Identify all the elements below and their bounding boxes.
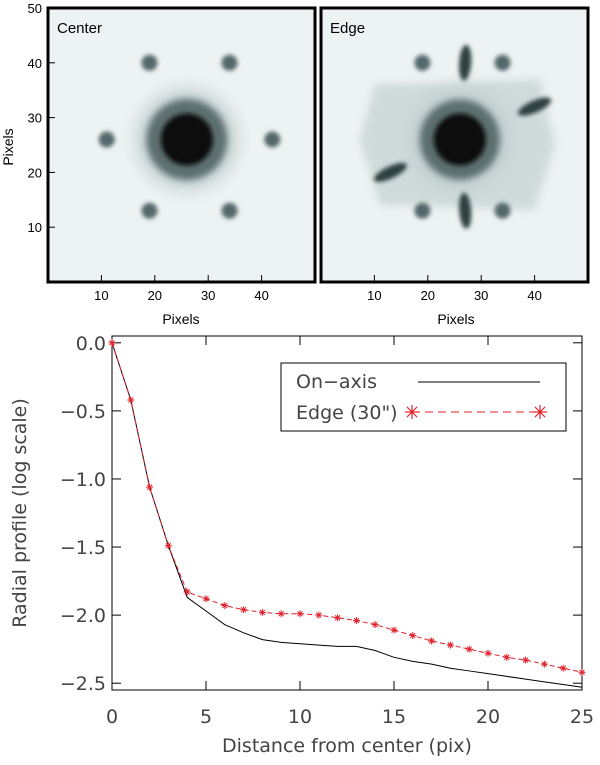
center-diffraction-spot	[98, 131, 115, 148]
center-diffraction-spot	[141, 202, 158, 219]
center-heatmap-frame	[46, 6, 317, 284]
radial-profile-y-label: Radial profile (log scale)	[9, 398, 31, 628]
center-x-tick-label: 40	[254, 288, 268, 303]
radial-profile-axis-ticks: 0 5 10 15 20 25 0.0 −0.5 −1.0 −1.5 −2.0 −2.5	[60, 333, 594, 728]
edge-heatmap-features	[359, 44, 555, 229]
edge-heatmap-x-ticks: 10 20 30 40	[367, 275, 542, 303]
edge-heatmap-title: Edge	[330, 20, 365, 37]
y-tick-label: −1.0	[60, 469, 106, 491]
radial-profile-x-label: Distance from center (pix)	[222, 735, 472, 757]
edge-heatmap-panel: Edge 10 20 30 40 Pixels	[319, 6, 590, 327]
edge-data-point	[352, 617, 360, 625]
series-line-on-axis	[111, 342, 583, 688]
edge-data-point	[240, 606, 248, 614]
edge-data-point	[540, 660, 548, 668]
legend: On−axis Edge (30")	[280, 362, 567, 432]
edge-data-point	[164, 542, 172, 550]
edge-data-point	[465, 645, 473, 653]
center-heatmap-x-ticks: 10 20 30 40	[94, 275, 269, 303]
edge-data-point	[108, 339, 116, 347]
edge-data-point	[202, 595, 210, 603]
center-heatmap-features	[98, 54, 281, 219]
radial-profile-series	[108, 339, 586, 688]
radial-profile-chart: 0 5 10 15 20 25 0.0 −0.5 −1.0 −1.5 −2.0 −2.5 Distan…	[9, 333, 594, 757]
edge-data-point	[503, 653, 511, 661]
edge-x-tick-label: 10	[367, 288, 381, 303]
edge-diffraction-spot	[494, 54, 511, 71]
center-heatmap-y-ticks: 10 20 30 40 50	[28, 1, 55, 235]
edge-data-point	[258, 608, 266, 616]
legend-marker-edge-left	[405, 405, 419, 419]
edge-heatmap-frame	[319, 6, 590, 284]
y-tick-label: −2.5	[60, 673, 106, 695]
edge-x-tick-label: 20	[421, 288, 435, 303]
edge-x-tick-label: 30	[474, 288, 488, 303]
center-x-tick-label: 30	[201, 288, 215, 303]
center-x-tick-label: 20	[148, 288, 162, 303]
center-diffraction-spot	[141, 54, 158, 71]
edge-x-tick-label: 40	[527, 288, 541, 303]
center-y-tick-label: 10	[28, 220, 42, 235]
edge-heatmap-x-label: Pixels	[437, 311, 474, 327]
legend-label-on-axis: On−axis	[296, 371, 377, 393]
center-diffraction-spot	[221, 54, 238, 71]
x-tick-label: 0	[106, 706, 118, 728]
edge-data-point	[409, 632, 417, 640]
edge-data-point	[146, 483, 154, 491]
edge-data-point	[315, 611, 323, 619]
center-heatmap-y-label: Pixels	[0, 128, 16, 165]
series-line-edge	[111, 342, 583, 673]
center-core	[160, 113, 213, 166]
center-y-tick-label: 30	[28, 111, 42, 126]
center-heatmap-panel: Center 10 20 30 40 50 10 20 30 40 Pixels Pixels	[0, 1, 317, 327]
center-diffraction-spot	[221, 202, 238, 219]
x-tick-label: 5	[200, 706, 212, 728]
center-y-tick-label: 40	[28, 56, 42, 71]
edge-diffraction-spot	[414, 54, 431, 71]
edge-data-point	[127, 396, 135, 404]
y-tick-label: −0.5	[60, 401, 106, 423]
edge-diffraction-spot	[414, 202, 431, 219]
edge-data-point	[371, 621, 379, 629]
edge-data-point	[334, 614, 342, 622]
center-diffraction-spot	[264, 131, 281, 148]
edge-data-point	[183, 588, 191, 596]
x-tick-label: 25	[570, 706, 594, 728]
center-heatmap-title: Center	[57, 20, 102, 37]
center-y-tick-label: 50	[28, 1, 42, 16]
x-tick-label: 20	[476, 706, 500, 728]
y-tick-label: −1.5	[60, 537, 106, 559]
legend-box	[280, 362, 567, 432]
edge-data-point	[296, 610, 304, 618]
edge-data-point	[390, 626, 398, 634]
y-tick-label: 0.0	[76, 333, 106, 355]
edge-data-point	[277, 610, 285, 618]
edge-data-point	[484, 649, 492, 657]
edge-data-point	[578, 668, 586, 676]
center-y-tick-label: 20	[28, 165, 42, 180]
edge-diffraction-streak	[459, 44, 472, 81]
x-tick-label: 15	[382, 706, 406, 728]
y-tick-label: −2.0	[60, 605, 106, 627]
edge-diffraction-streak	[373, 162, 407, 182]
center-x-tick-label: 10	[94, 288, 108, 303]
edge-data-point	[428, 637, 436, 645]
edge-data-point	[522, 656, 530, 664]
edge-data-point	[446, 641, 454, 649]
edge-data-point	[221, 602, 229, 610]
x-tick-label: 10	[288, 706, 312, 728]
legend-marker-edge-right	[533, 405, 547, 419]
edge-diffraction-spot	[494, 202, 511, 219]
legend-label-edge: Edge (30")	[296, 402, 398, 424]
edge-diffraction-streak	[517, 97, 552, 116]
center-heatmap-x-label: Pixels	[162, 311, 199, 327]
edge-diffraction-streak	[459, 192, 472, 229]
edge-data-point	[559, 664, 567, 672]
edge-core	[433, 113, 486, 166]
